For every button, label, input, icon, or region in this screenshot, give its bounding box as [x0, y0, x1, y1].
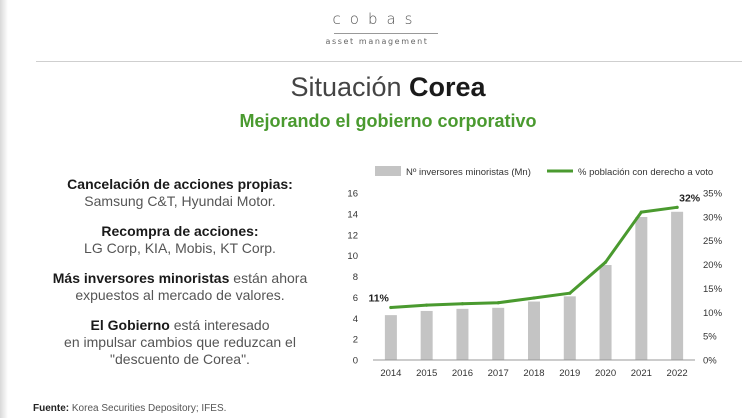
- x-tick-label: 2020: [595, 368, 616, 379]
- point-heading: El Gobierno: [90, 317, 170, 333]
- line-point: [496, 301, 500, 305]
- x-tick-label: 2021: [631, 368, 652, 379]
- bar: [384, 315, 397, 360]
- y-right-tick-label: 35%: [703, 189, 723, 200]
- logo-tagline: asset management: [325, 37, 429, 46]
- line-point: [425, 303, 429, 307]
- y-right-tick-label: 25%: [703, 236, 723, 247]
- y-left-tick-label: 14: [347, 209, 358, 220]
- y-right-tick-label: 5%: [703, 332, 717, 343]
- point-detail: en impulsar cambios que reduzcan el "des…: [64, 334, 296, 367]
- x-tick-label: 2016: [452, 368, 473, 379]
- data-label: 32%: [679, 192, 701, 204]
- x-tick-label: 2015: [416, 368, 437, 379]
- key-point: El Gobierno está interesado en impulsar …: [30, 317, 330, 368]
- x-tick-label: 2014: [380, 368, 401, 379]
- y-right-tick-label: 20%: [703, 260, 723, 271]
- y-right-tick-label: 30%: [703, 212, 723, 223]
- source-label: Fuente:: [33, 403, 70, 414]
- point-heading: Más inversores minoristas: [52, 270, 230, 286]
- y-left-tick-label: 4: [353, 314, 358, 325]
- key-point: Cancelación de acciones propias: Samsung…: [30, 176, 330, 210]
- source-note: Fuente: Korea Securities Depository; IFE…: [33, 403, 226, 414]
- y-right-tick-label: 10%: [703, 308, 723, 319]
- x-tick-label: 2019: [559, 368, 580, 379]
- key-points: Cancelación de acciones propias: Samsung…: [30, 176, 330, 381]
- line-point: [532, 296, 536, 300]
- bar: [528, 301, 540, 360]
- point-detail: Samsung C&T, Hyundai Motor.: [84, 193, 276, 209]
- x-tick-label: 2017: [488, 368, 509, 379]
- x-tick-label: 2018: [523, 368, 544, 379]
- source-text: Korea Securities Depository; IFES.: [69, 403, 227, 414]
- y-right-tick-label: 15%: [703, 284, 723, 295]
- point-detail: expuestos al mercado de valores.: [75, 287, 285, 303]
- title-regular: Situación: [290, 72, 402, 102]
- y-left-tick-label: 8: [353, 272, 358, 283]
- key-point: Más inversores minoristas están ahora ex…: [30, 270, 330, 304]
- y-right-tick-label: 0%: [703, 356, 717, 367]
- combo-chart: Nº inversores minoristas (Mn) % población…: [347, 166, 723, 379]
- logo-divider: [334, 33, 438, 34]
- bar: [492, 307, 505, 360]
- page-subtitle: Mejorando el gobierno corporativo: [239, 111, 537, 131]
- x-tick-label: 2022: [667, 368, 688, 379]
- bar: [635, 217, 648, 360]
- bar: [563, 296, 576, 360]
- bar: [420, 310, 433, 360]
- y-left-tick-label: 12: [347, 230, 358, 241]
- line-point: [460, 302, 465, 306]
- y-left-tick-label: 10: [347, 251, 358, 262]
- point-rest: están ahora: [229, 270, 308, 286]
- page-title: Situación Corea: [0, 72, 754, 103]
- line-series: [389, 205, 679, 310]
- line-point: [389, 305, 393, 310]
- line-point: [568, 291, 572, 295]
- bar: [599, 265, 612, 360]
- y-left-tick-label: 16: [347, 189, 358, 200]
- line-point: [675, 205, 679, 209]
- point-heading: Cancelación de acciones propias:: [67, 176, 293, 192]
- header-divider: [36, 61, 742, 62]
- y-left-tick-label: 2: [353, 335, 358, 346]
- point-detail: LG Corp, KIA, Mobis, KT Corp.: [84, 240, 276, 256]
- key-point: Recompra de acciones: LG Corp, KIA, Mobi…: [30, 223, 330, 257]
- y-left-tick-label: 0: [353, 356, 358, 367]
- logo-name: cobas: [332, 10, 422, 28]
- data-label: 11%: [368, 293, 389, 305]
- bar: [456, 308, 469, 360]
- legend-label-line: % población con derecho a voto: [578, 167, 713, 178]
- bar: [671, 211, 684, 360]
- title-bold: Corea: [409, 72, 486, 102]
- line-point: [639, 210, 643, 214]
- line-point: [603, 260, 608, 264]
- legend-label-bars: Nº inversores minoristas (Mn): [406, 167, 531, 178]
- y-left-tick-label: 6: [353, 293, 358, 304]
- point-rest: está interesado: [169, 317, 270, 333]
- point-heading: Recompra de acciones:: [101, 223, 259, 239]
- legend-swatch-bars: [375, 166, 401, 176]
- left-edge-shadow: [0, 0, 8, 418]
